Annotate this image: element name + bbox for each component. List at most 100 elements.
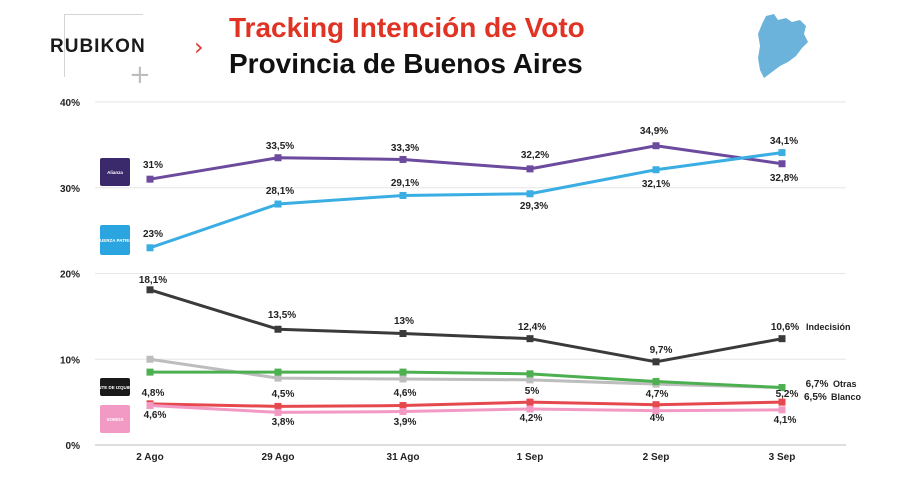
series-end-label: Otras (833, 379, 857, 389)
data-label: 29,3% (520, 201, 548, 212)
data-label: 32,1% (642, 179, 670, 190)
data-label: 12,4% (518, 322, 546, 333)
data-point (399, 368, 407, 376)
x-tick-label: 2 Ago (136, 452, 163, 463)
data-point (652, 142, 660, 150)
data-point (652, 166, 660, 174)
data-point (526, 370, 534, 378)
y-tick-label: 30% (60, 184, 80, 195)
data-label: 29,1% (391, 178, 419, 189)
data-label: 34,9% (640, 126, 668, 137)
data-point (146, 286, 154, 294)
series-end-label: Indecisión (806, 322, 851, 332)
brand-logo: RUBIKON (50, 36, 146, 57)
data-label: 23% (143, 229, 163, 240)
data-point (146, 368, 154, 376)
party-badge-label: SOMOS (107, 417, 124, 422)
data-point (274, 402, 282, 410)
data-point (399, 155, 407, 163)
data-label: 4% (650, 413, 665, 424)
series-line (149, 151, 783, 250)
party-badge (100, 378, 130, 396)
y-tick-label: 40% (60, 98, 80, 109)
series-line (149, 357, 783, 390)
data-point (526, 335, 534, 343)
series-line (149, 288, 783, 364)
data-point (399, 375, 407, 383)
series-line (150, 370, 783, 390)
data-point (146, 402, 154, 410)
data-label: 13% (394, 316, 414, 327)
data-label: 4,6% (394, 388, 417, 399)
data-label: 5,2% (776, 389, 799, 400)
series-line (149, 144, 783, 181)
y-tick-label: 20% (60, 270, 80, 281)
data-label: 6,5% (804, 392, 827, 403)
y-tick-label: 10% (60, 355, 80, 366)
x-tick-label: 31 Ago (387, 452, 420, 463)
data-point (399, 330, 407, 338)
plus-icon: + (129, 60, 151, 90)
data-label: 33,5% (266, 141, 294, 152)
data-point (652, 401, 660, 409)
data-point (778, 149, 786, 157)
x-tick-label: 3 Sep (769, 452, 796, 463)
data-point (274, 154, 282, 162)
data-point (652, 378, 660, 386)
data-label: 31% (143, 160, 163, 171)
party-badge-label: Alianza (107, 170, 123, 175)
data-point (274, 374, 282, 382)
data-label: 4,7% (646, 389, 669, 400)
data-label: 33,3% (391, 143, 419, 154)
series-line (149, 404, 783, 414)
data-label: 10,6% (771, 322, 799, 333)
data-point (778, 398, 786, 406)
data-point (778, 335, 786, 343)
y-tick-label: 0% (66, 441, 81, 452)
data-point (146, 175, 154, 183)
data-point (526, 405, 534, 413)
x-tick-label: 2 Sep (643, 452, 670, 463)
data-label: 32,8% (770, 173, 798, 184)
party-badge (100, 158, 130, 186)
data-point (652, 358, 660, 366)
data-point (526, 190, 534, 198)
chart-title: Tracking Intención de Voto (229, 12, 585, 43)
data-point (274, 325, 282, 333)
data-label: 18,1% (139, 275, 167, 286)
data-point (778, 406, 786, 414)
party-badge-label: FRENTE DE IZQUIERDA (89, 385, 141, 390)
data-point (274, 368, 282, 376)
data-label: 4,2% (520, 413, 543, 424)
data-point (778, 160, 786, 168)
x-tick-label: 29 Ago (262, 452, 295, 463)
data-point (274, 408, 282, 416)
data-label: 13,5% (268, 310, 296, 321)
data-point (146, 244, 154, 252)
data-point (274, 200, 282, 208)
party-badge (100, 405, 130, 433)
data-point (526, 398, 534, 406)
data-label: 4,5% (272, 389, 295, 400)
data-label: 9,7% (650, 345, 673, 356)
party-badge-label: FUERZA PATRIA (97, 238, 133, 243)
data-label: 4,6% (144, 410, 167, 421)
data-label: 34,1% (770, 136, 798, 147)
data-label: 4,8% (142, 388, 165, 399)
data-label: 28,1% (266, 186, 294, 197)
data-label: 32,2% (521, 150, 549, 161)
data-point (652, 407, 660, 415)
logo-frame (64, 14, 143, 77)
data-point (146, 355, 154, 363)
data-point (399, 402, 407, 410)
data-label: 6,7% (806, 379, 829, 390)
x-tick-label: 1 Sep (517, 452, 544, 463)
data-point (778, 384, 786, 392)
data-label: 4,1% (774, 415, 797, 426)
data-point (399, 191, 407, 199)
data-point (399, 408, 407, 416)
series-end-label: Blanco (831, 392, 862, 402)
data-label: 3,9% (394, 417, 417, 428)
chevron-right-icon: › (194, 33, 204, 61)
